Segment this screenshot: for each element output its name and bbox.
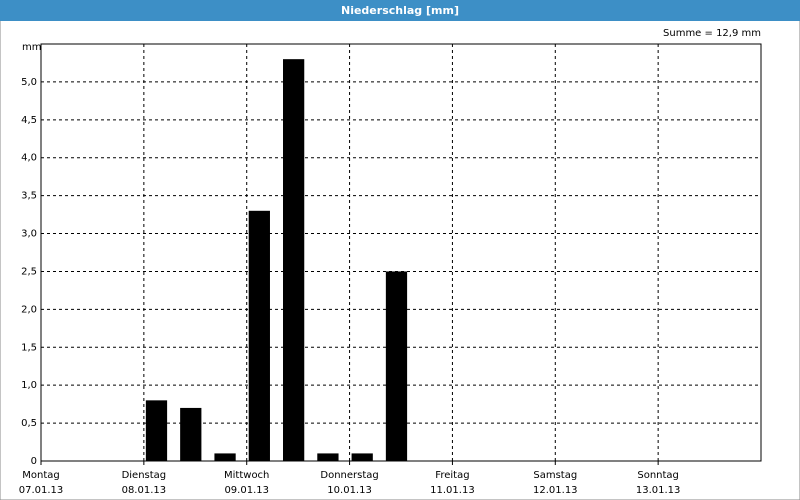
bar — [351, 453, 373, 461]
y-tick-label: 2,5 — [21, 266, 37, 277]
x-date-label: 13.01.13 — [636, 485, 681, 496]
y-tick-label: 4,5 — [21, 115, 37, 126]
y-tick-label: 2,0 — [21, 304, 37, 315]
bar — [385, 271, 408, 461]
x-date-label: 09.01.13 — [224, 485, 269, 496]
y-tick-label: 1,5 — [21, 342, 37, 353]
bar — [317, 453, 339, 461]
bar — [180, 407, 202, 461]
x-date-label: 07.01.13 — [19, 485, 64, 496]
x-day-label: Dienstag — [122, 470, 167, 481]
y-tick-label: 4,0 — [21, 153, 37, 164]
x-date-label: 10.01.13 — [327, 485, 372, 496]
x-date-label: 08.01.13 — [122, 485, 167, 496]
y-tick-label: 0,5 — [21, 418, 37, 429]
y-tick-label: 0 — [31, 456, 37, 467]
x-day-label: Samstag — [533, 470, 577, 481]
y-tick-label: 1,0 — [21, 380, 37, 391]
x-day-label: Mittwoch — [224, 470, 269, 481]
chart-title: Niederschlag [mm] — [341, 4, 459, 17]
x-day-label: Donnerstag — [320, 470, 378, 481]
x-day-label: Sonntag — [637, 470, 679, 481]
y-tick-label: 5,0 — [21, 77, 37, 88]
y-tick-label: 3,0 — [21, 229, 37, 240]
bar — [214, 453, 236, 461]
bar — [248, 210, 270, 461]
y-unit: mm — [22, 42, 41, 53]
bar — [145, 400, 168, 461]
y-tick-label: 3,5 — [21, 191, 37, 202]
x-day-label: Freitag — [435, 470, 469, 481]
title-bar — [0, 0, 800, 21]
bar — [283, 59, 305, 461]
x-date-label: 11.01.13 — [430, 485, 475, 496]
x-day-label: Montag — [22, 470, 59, 481]
summary: Summe = 12,9 mm — [663, 28, 761, 39]
x-date-label: 12.01.13 — [533, 485, 578, 496]
